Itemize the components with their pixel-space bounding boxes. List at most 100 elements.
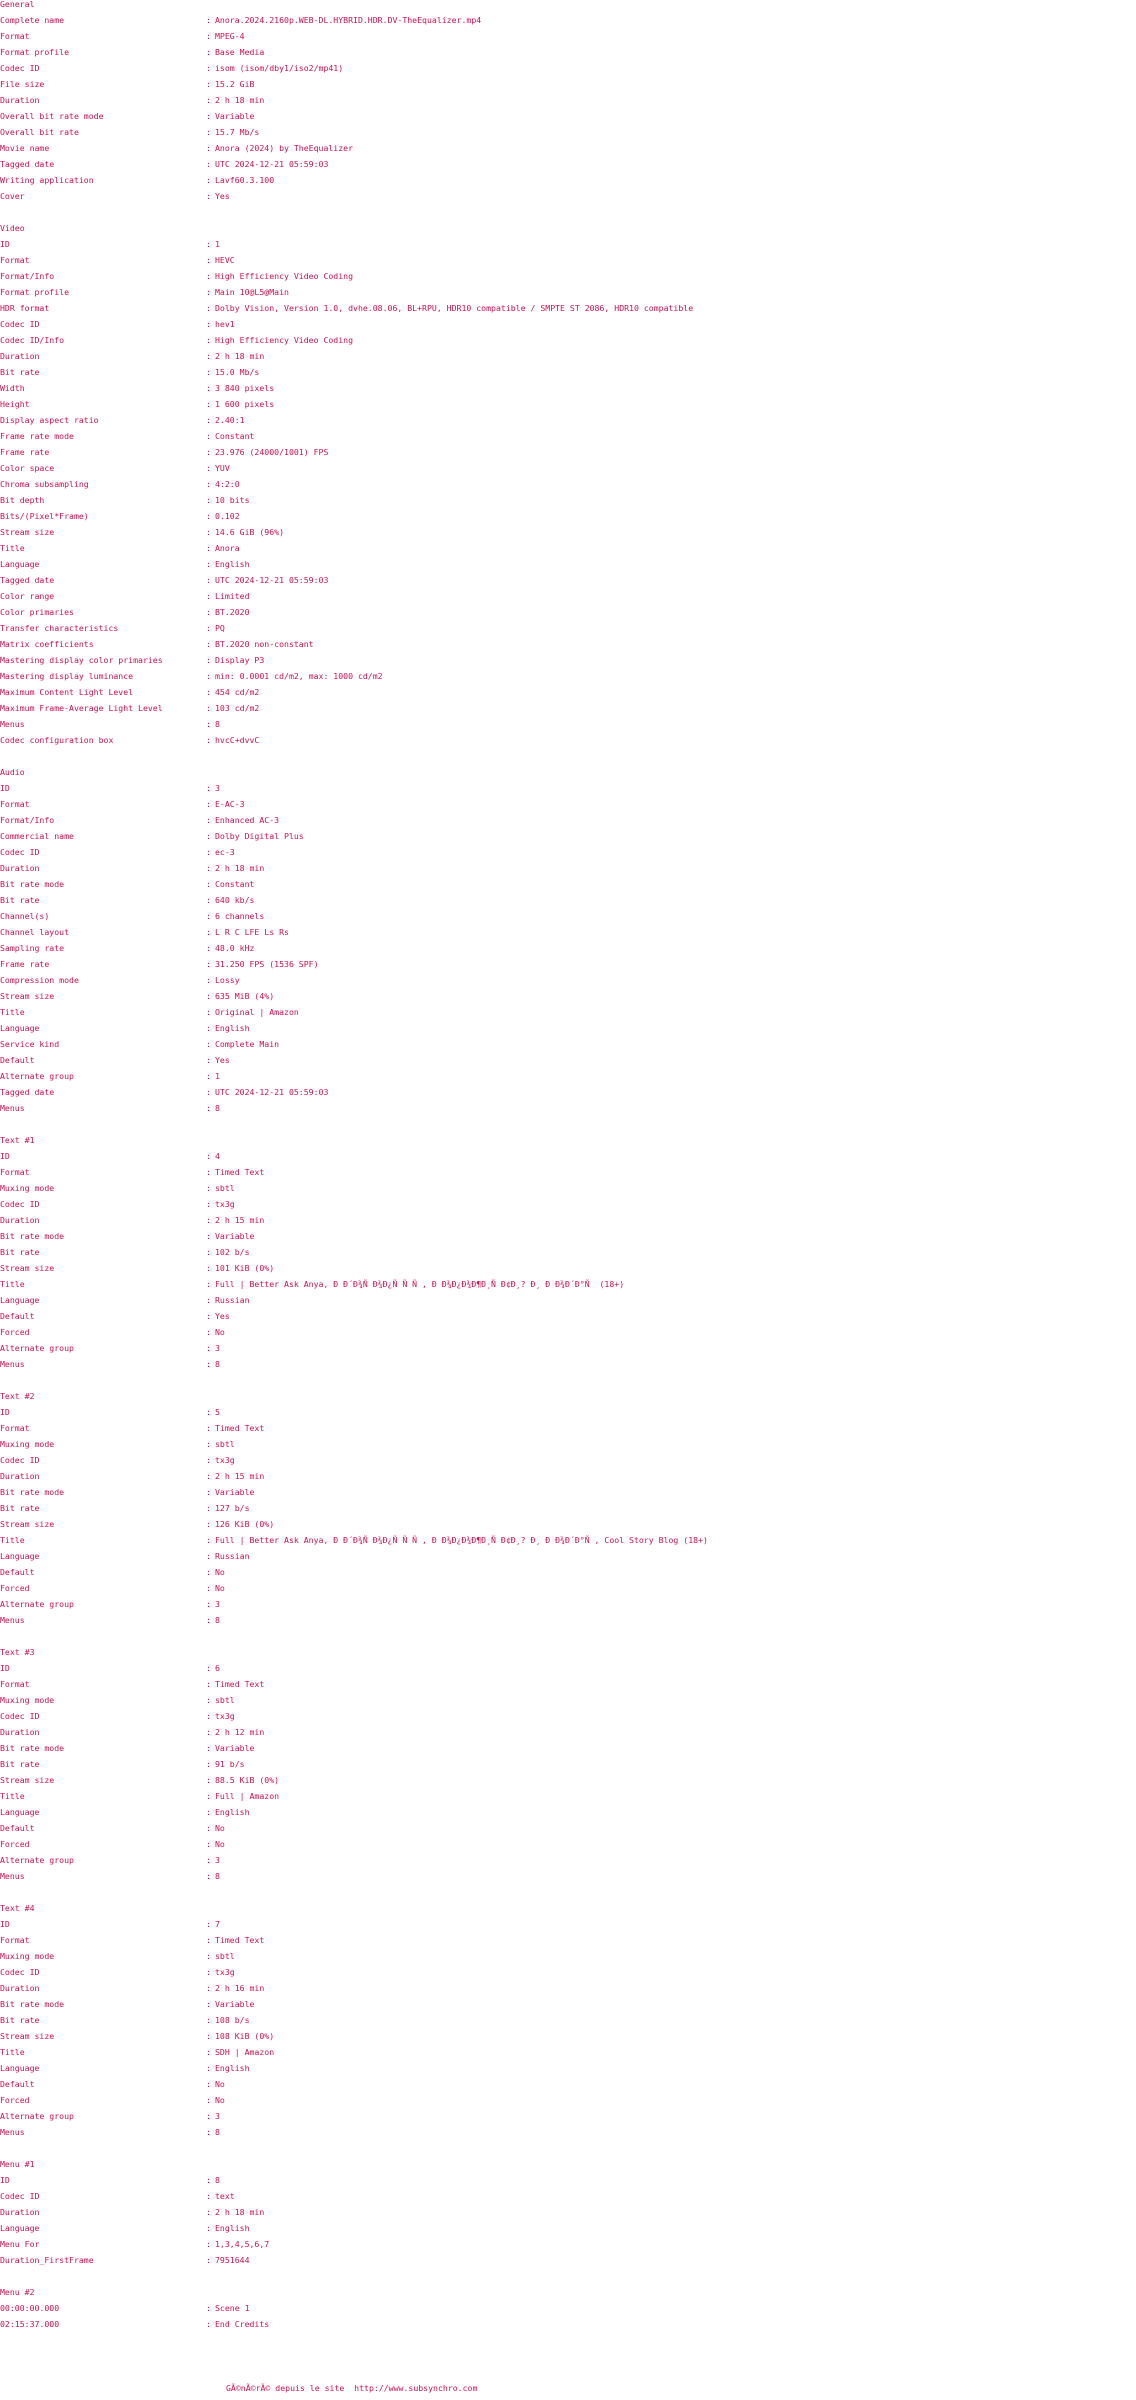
field-value: 3 840 pixels xyxy=(215,383,275,393)
section-spacer xyxy=(0,2140,35,2156)
field-label: Frame rate xyxy=(0,447,50,457)
field-separator: : xyxy=(206,2223,211,2233)
field-label: Title xyxy=(0,1791,25,1801)
field-value: 10 bits xyxy=(215,495,250,505)
field-label: 00:00:00.000 xyxy=(0,2303,60,2313)
footer-link[interactable]: http://www.subsynchro.com xyxy=(354,2383,478,2393)
field-label: Language xyxy=(0,1295,40,1305)
field-value: 8 xyxy=(215,719,220,729)
field-label: Transfer characteristics xyxy=(0,623,119,633)
field-separator: : xyxy=(206,415,211,425)
field-value: No xyxy=(215,1327,225,1337)
field-row: Codec ID: ec-3 xyxy=(0,844,235,860)
section-spacer xyxy=(0,2332,35,2348)
field-value: Russian xyxy=(215,1551,250,1561)
field-separator: : xyxy=(206,1231,211,1241)
section-title: Menu #2 xyxy=(0,2287,35,2297)
field-value: Timed Text xyxy=(215,1935,265,1945)
field-value: Original | Amazon xyxy=(215,1007,299,1017)
field-label: Format xyxy=(0,1423,30,1433)
field-label: Stream size xyxy=(0,1775,55,1785)
field-row: Alternate group:3 xyxy=(0,1852,220,1868)
field-separator: : xyxy=(206,1471,211,1481)
field-separator: : xyxy=(206,2127,211,2137)
field-label: Codec ID xyxy=(0,847,40,857)
field-value: hev1 xyxy=(215,319,235,329)
field-row: Language: English xyxy=(0,2060,250,2076)
field-value: Russian xyxy=(215,1295,250,1305)
field-separator: : xyxy=(206,1087,211,1097)
field-row: Height:1 600 pixels xyxy=(0,396,274,412)
field-row: Duration:2 h 12 min xyxy=(0,1724,264,1740)
field-value: Anora (2024) by TheEqualizer xyxy=(215,143,354,153)
field-separator: : xyxy=(206,1183,211,1193)
field-label: Default xyxy=(0,1567,35,1577)
field-label: Forced xyxy=(0,1327,30,1337)
field-label: Mastering display color primaries xyxy=(0,655,163,665)
field-label: Bit rate xyxy=(0,1247,40,1257)
field-label: Language xyxy=(0,1551,40,1561)
field-label: Complete name xyxy=(0,15,65,25)
field-label: ID xyxy=(0,783,10,793)
field-value: 7951644 xyxy=(215,2255,250,2265)
section-spacer xyxy=(0,1116,35,1132)
field-label: Language xyxy=(0,559,40,569)
field-value: High Efficiency Video Coding xyxy=(215,335,354,345)
field-label: Title xyxy=(0,1007,25,1017)
field-separator: : xyxy=(206,1535,211,1545)
field-row: Muxing mode: sbtl xyxy=(0,1180,235,1196)
field-value: 3 xyxy=(215,2111,220,2121)
field-row: Bit rate:15.0 Mb/s xyxy=(0,364,259,380)
field-value: 2 h 18 min xyxy=(215,863,265,873)
field-separator: : xyxy=(206,687,211,697)
field-separator: : xyxy=(206,1423,211,1433)
field-label: Frame rate mode xyxy=(0,431,74,441)
field-value: 640 kb/s xyxy=(215,895,255,905)
field-label: Maximum Frame-Average Light Level xyxy=(0,703,163,713)
field-value: English xyxy=(215,559,250,569)
field-value: UTC 2024-12-21 05:59:03 xyxy=(215,159,329,169)
field-value: 7 xyxy=(215,1919,220,1929)
field-value: isom (isom/dby1/iso2/mp41) xyxy=(215,63,344,73)
field-separator: : xyxy=(206,1407,211,1417)
field-separator: : xyxy=(206,2047,211,2057)
field-separator: : xyxy=(206,1567,211,1577)
field-label: Format xyxy=(0,799,30,809)
field-row: ID:4 xyxy=(0,1148,220,1164)
field-value: English xyxy=(215,1023,250,1033)
field-value: Full | Amazon xyxy=(215,1791,280,1801)
field-value: 2.40:1 xyxy=(215,415,245,425)
field-separator: : xyxy=(206,2031,211,2041)
field-value: 1 xyxy=(215,1071,220,1081)
field-label: Compression mode xyxy=(0,975,79,985)
field-separator: : xyxy=(206,831,211,841)
field-value: tx3g xyxy=(215,1199,235,1209)
field-row: Stream size:14.6 GiB (96%) xyxy=(0,524,284,540)
section-title: Text #3 xyxy=(0,1647,35,1657)
field-value: UTC 2024-12-21 05:59:03 xyxy=(215,575,329,585)
field-row: Forced: No xyxy=(0,1580,225,1596)
field-value: Variable xyxy=(215,1231,255,1241)
field-row: Writing application: Lavf60.3.100 xyxy=(0,172,274,188)
field-label: Alternate group xyxy=(0,1343,74,1353)
field-separator: : xyxy=(206,15,211,25)
field-row: Stream size:635 MiB (4%) xyxy=(0,988,274,1004)
field-row: Bits/(Pixel*Frame):0.102 xyxy=(0,508,240,524)
field-row: Stream size:108 KiB (0%) xyxy=(0,2028,274,2044)
field-value: 3 xyxy=(215,1343,220,1353)
field-label: Title xyxy=(0,1535,25,1545)
field-row: Frame rate mode: Constant xyxy=(0,428,254,444)
field-row: Default: No xyxy=(0,1564,225,1580)
field-value: 101 KiB (0%) xyxy=(215,1263,275,1273)
field-separator: : xyxy=(206,863,211,873)
field-row: Codec ID: tx3g xyxy=(0,1196,235,1212)
field-value: sbtl xyxy=(215,1183,235,1193)
field-value: Yes xyxy=(215,191,230,201)
field-value: 127 b/s xyxy=(215,1503,250,1513)
field-separator: : xyxy=(206,1071,211,1081)
field-separator: : xyxy=(206,671,211,681)
field-separator: : xyxy=(206,2239,211,2249)
field-label: Default xyxy=(0,1311,35,1321)
field-separator: : xyxy=(206,1711,211,1721)
field-row: Channel(s):6 channels xyxy=(0,908,264,924)
